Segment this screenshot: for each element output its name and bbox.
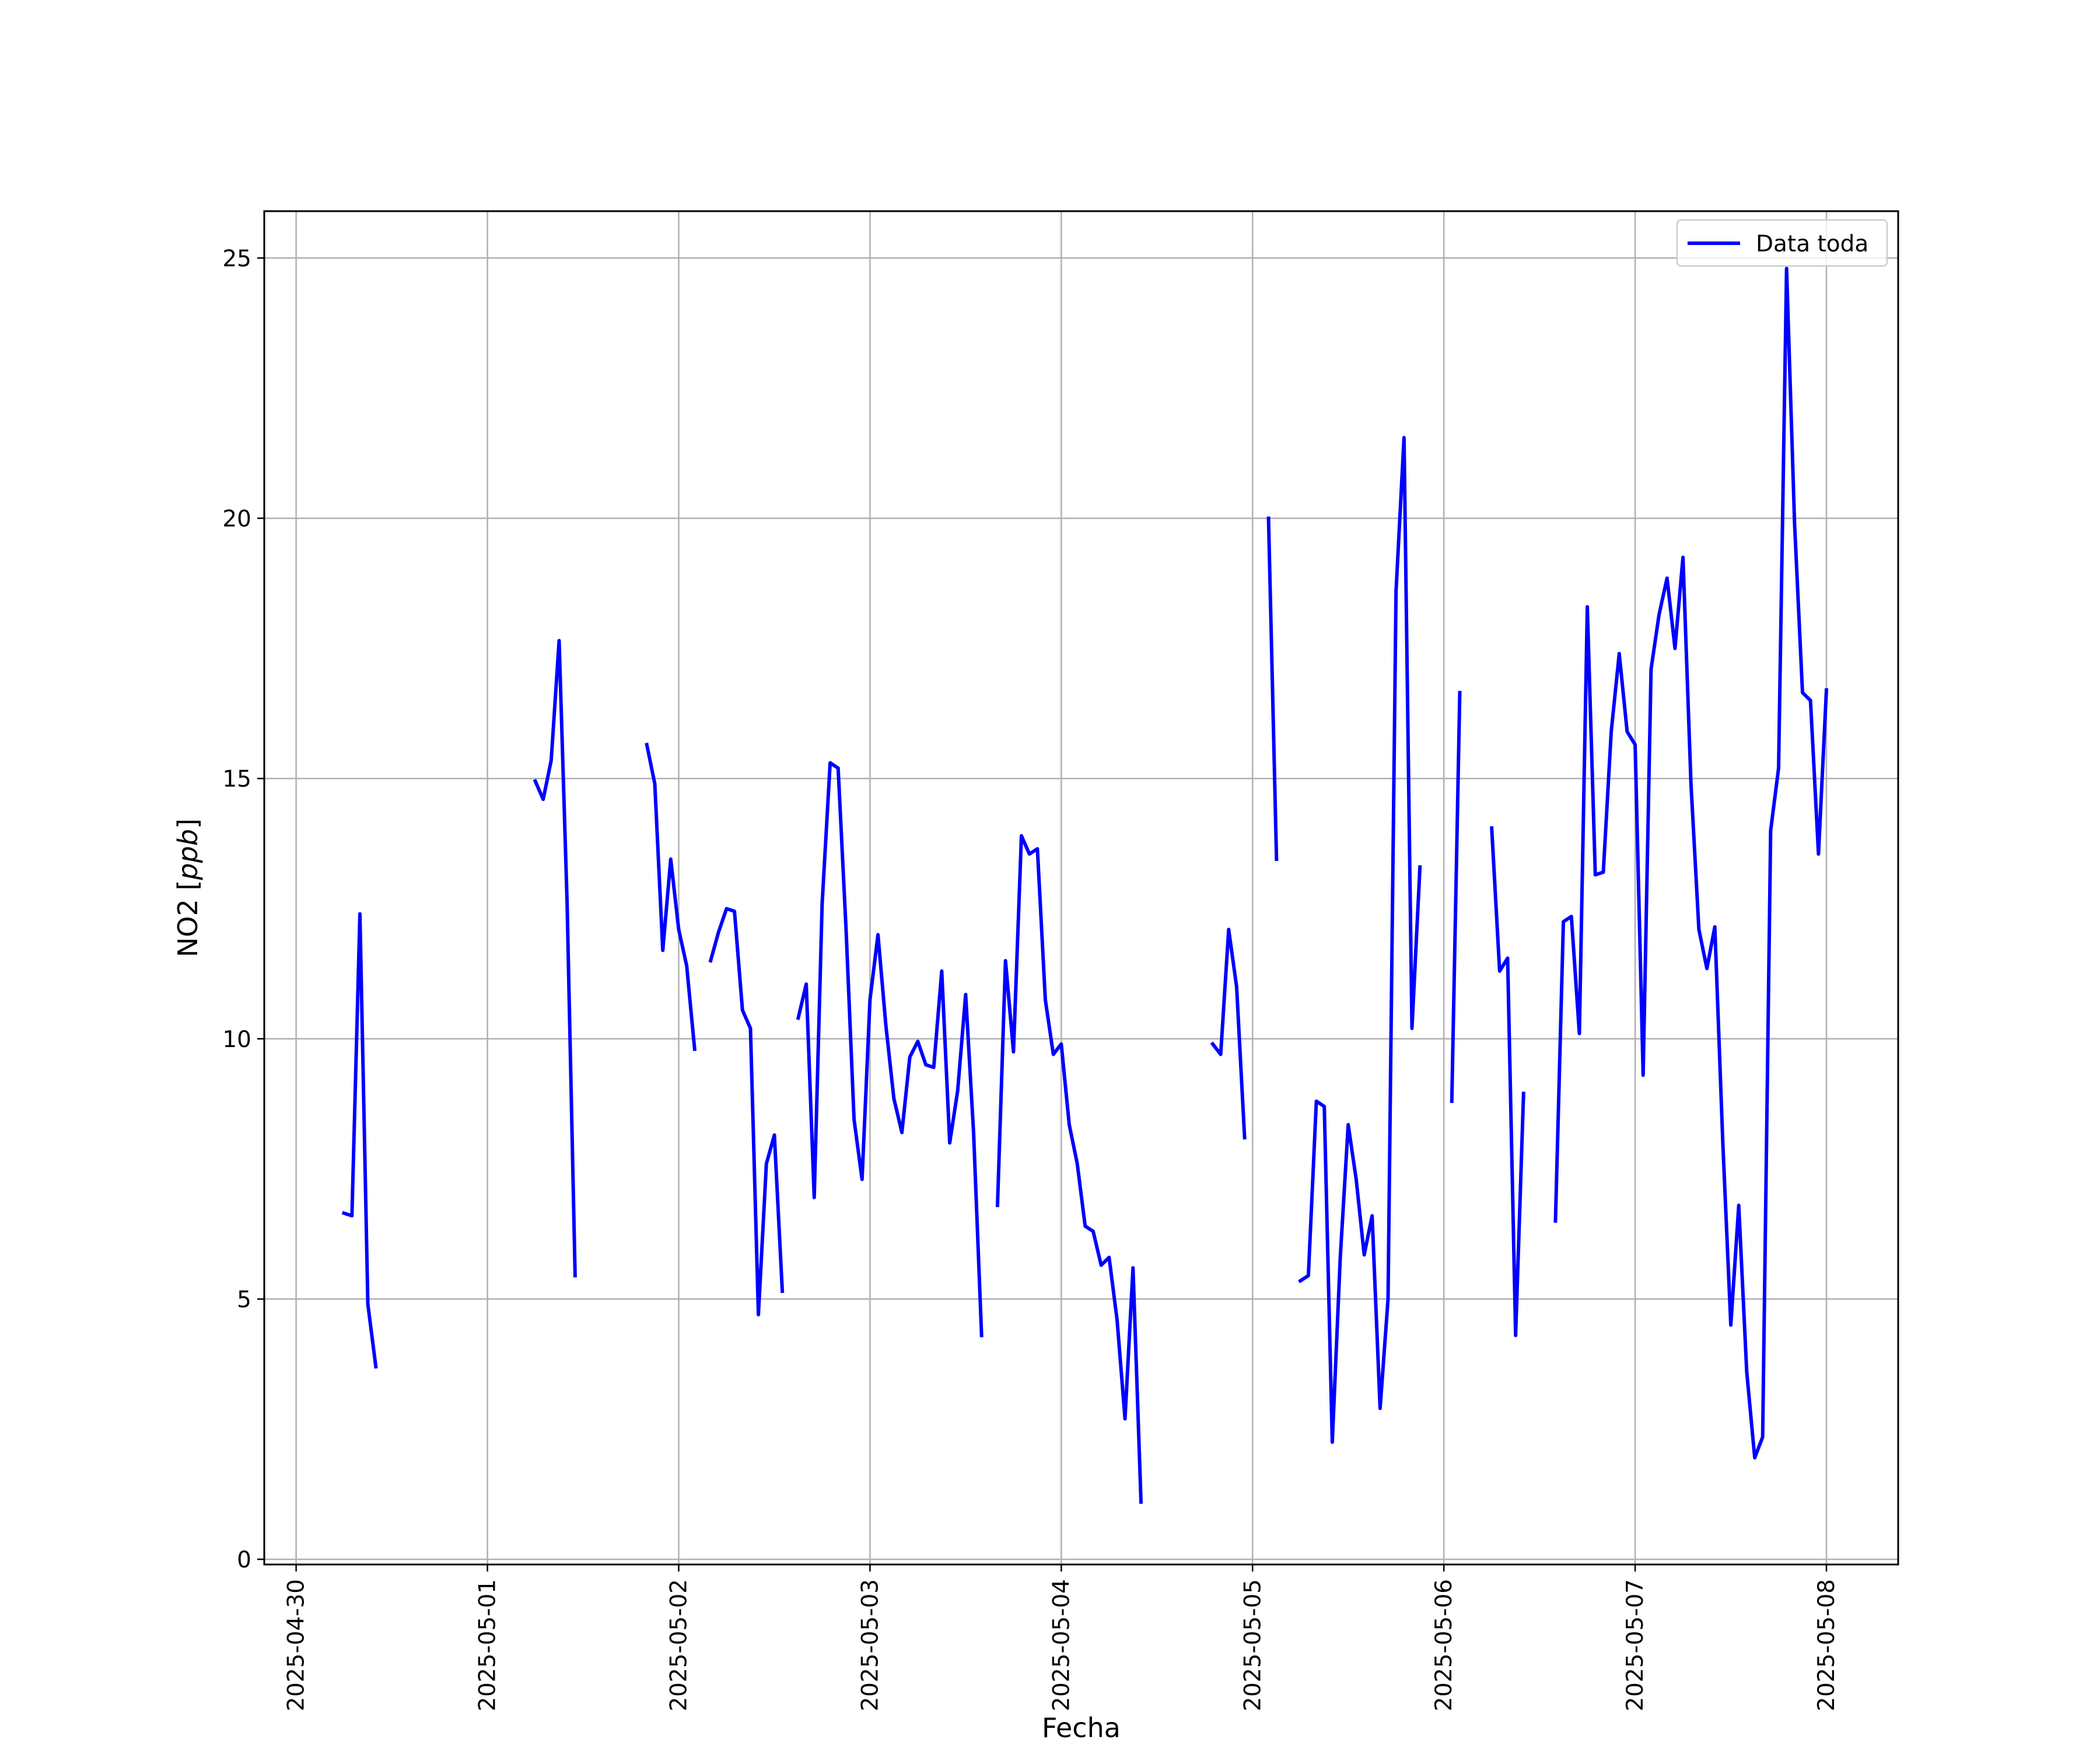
y-axis-label-suffix: ] — [172, 818, 204, 829]
plot-area — [264, 211, 1898, 1564]
series-line-segment — [1298, 436, 1422, 1444]
x-tick-label: 2025-05-03 — [857, 1579, 883, 1712]
x-tick-label: 2025-05-05 — [1240, 1579, 1266, 1712]
series-line-segment — [1553, 267, 1829, 1460]
axis-ticks: 2025-04-30 2025-05-01 2025-05-02 2025-05-03… — [222, 246, 1840, 1711]
y-axis-label-prefix: NO2 [ — [172, 880, 204, 957]
series-line-segment — [533, 639, 577, 1278]
x-axis-label: Fecha — [1042, 1712, 1121, 1744]
series-line-segment — [995, 834, 1143, 1504]
legend-box — [1676, 219, 1888, 267]
y-tick-label: 5 — [237, 1287, 251, 1313]
y-tick-label: 20 — [222, 506, 251, 532]
x-tick-label: 2025-05-07 — [1622, 1579, 1648, 1712]
y-tick-label: 25 — [222, 246, 251, 272]
grid-lines — [264, 211, 1898, 1564]
series-layer — [341, 267, 1829, 1504]
x-tick-label: 2025-04-30 — [284, 1579, 310, 1712]
series-line-segment — [645, 743, 697, 1051]
x-tick-label: 2025-05-08 — [1814, 1579, 1840, 1712]
y-tick-label: 10 — [222, 1027, 251, 1053]
y-axis-label: NO2 [ppb] — [172, 818, 204, 957]
series-line-segment — [341, 912, 378, 1369]
x-tick-label: 2025-05-04 — [1048, 1579, 1074, 1712]
series-line-segment — [1450, 691, 1462, 1103]
plot-frame — [263, 210, 1899, 1566]
y-tick-label: 0 — [237, 1547, 251, 1573]
legend-label: Data toda — [1756, 231, 1868, 257]
x-tick-label: 2025-05-06 — [1431, 1579, 1457, 1712]
legend: Data toda — [1676, 219, 1888, 267]
x-tick-label: 2025-05-01 — [475, 1579, 501, 1712]
y-tick-label: 15 — [222, 766, 251, 793]
series-line-segment — [796, 761, 984, 1338]
series-line-segment — [1210, 928, 1247, 1140]
y-axis-label-unit: ppb — [172, 829, 204, 881]
x-tick-label: 2025-05-02 — [666, 1579, 692, 1712]
series-line-segment — [1266, 516, 1279, 861]
series-line-segment — [1490, 826, 1525, 1338]
series-line-segment — [708, 907, 785, 1317]
